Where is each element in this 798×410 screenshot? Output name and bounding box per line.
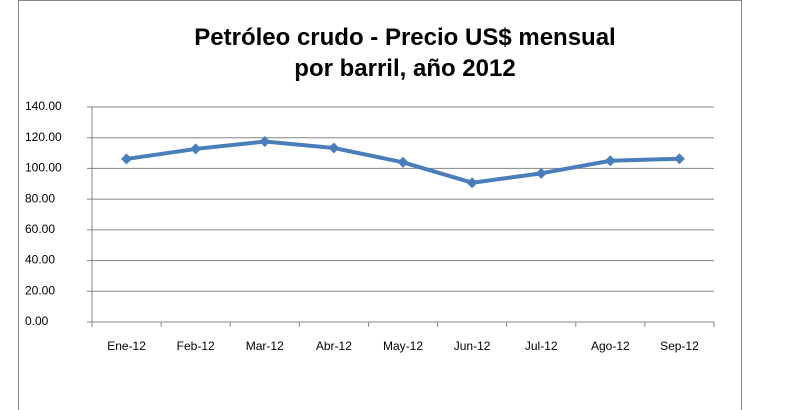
marker	[121, 153, 133, 165]
marker	[190, 143, 202, 155]
x-tick-label: Mar-12	[246, 339, 284, 353]
marker	[535, 167, 547, 179]
x-tick-label: Feb-12	[177, 339, 215, 353]
marker	[259, 136, 271, 148]
y-tick-label: 100.00	[25, 161, 62, 175]
x-tick-label: Ene-12	[107, 339, 146, 353]
marker	[673, 153, 685, 165]
x-tick-label: Abr-12	[316, 339, 352, 353]
chart-frame	[18, 0, 742, 410]
marker	[604, 155, 616, 167]
x-tick-label: May-12	[383, 339, 423, 353]
y-tick-label: 0.00	[25, 314, 49, 328]
y-tick-label: 80.00	[25, 191, 55, 205]
x-tick-label: Jun-12	[454, 339, 491, 353]
x-tick-label: Jul-12	[525, 339, 558, 353]
y-tick-label: 20.00	[25, 283, 55, 297]
y-tick-label: 140.00	[25, 99, 62, 113]
marker	[466, 177, 478, 189]
x-tick-label: Sep-12	[660, 339, 699, 353]
chart-title: Petróleo crudo - Precio US$ mensual por …	[194, 24, 616, 82]
y-tick-label: 40.00	[25, 253, 55, 267]
x-tick-label: Ago-12	[591, 339, 630, 353]
y-tick-label: 60.00	[25, 222, 55, 236]
y-tick-label: 120.00	[25, 130, 62, 144]
marker	[328, 142, 340, 154]
marker	[397, 156, 409, 168]
